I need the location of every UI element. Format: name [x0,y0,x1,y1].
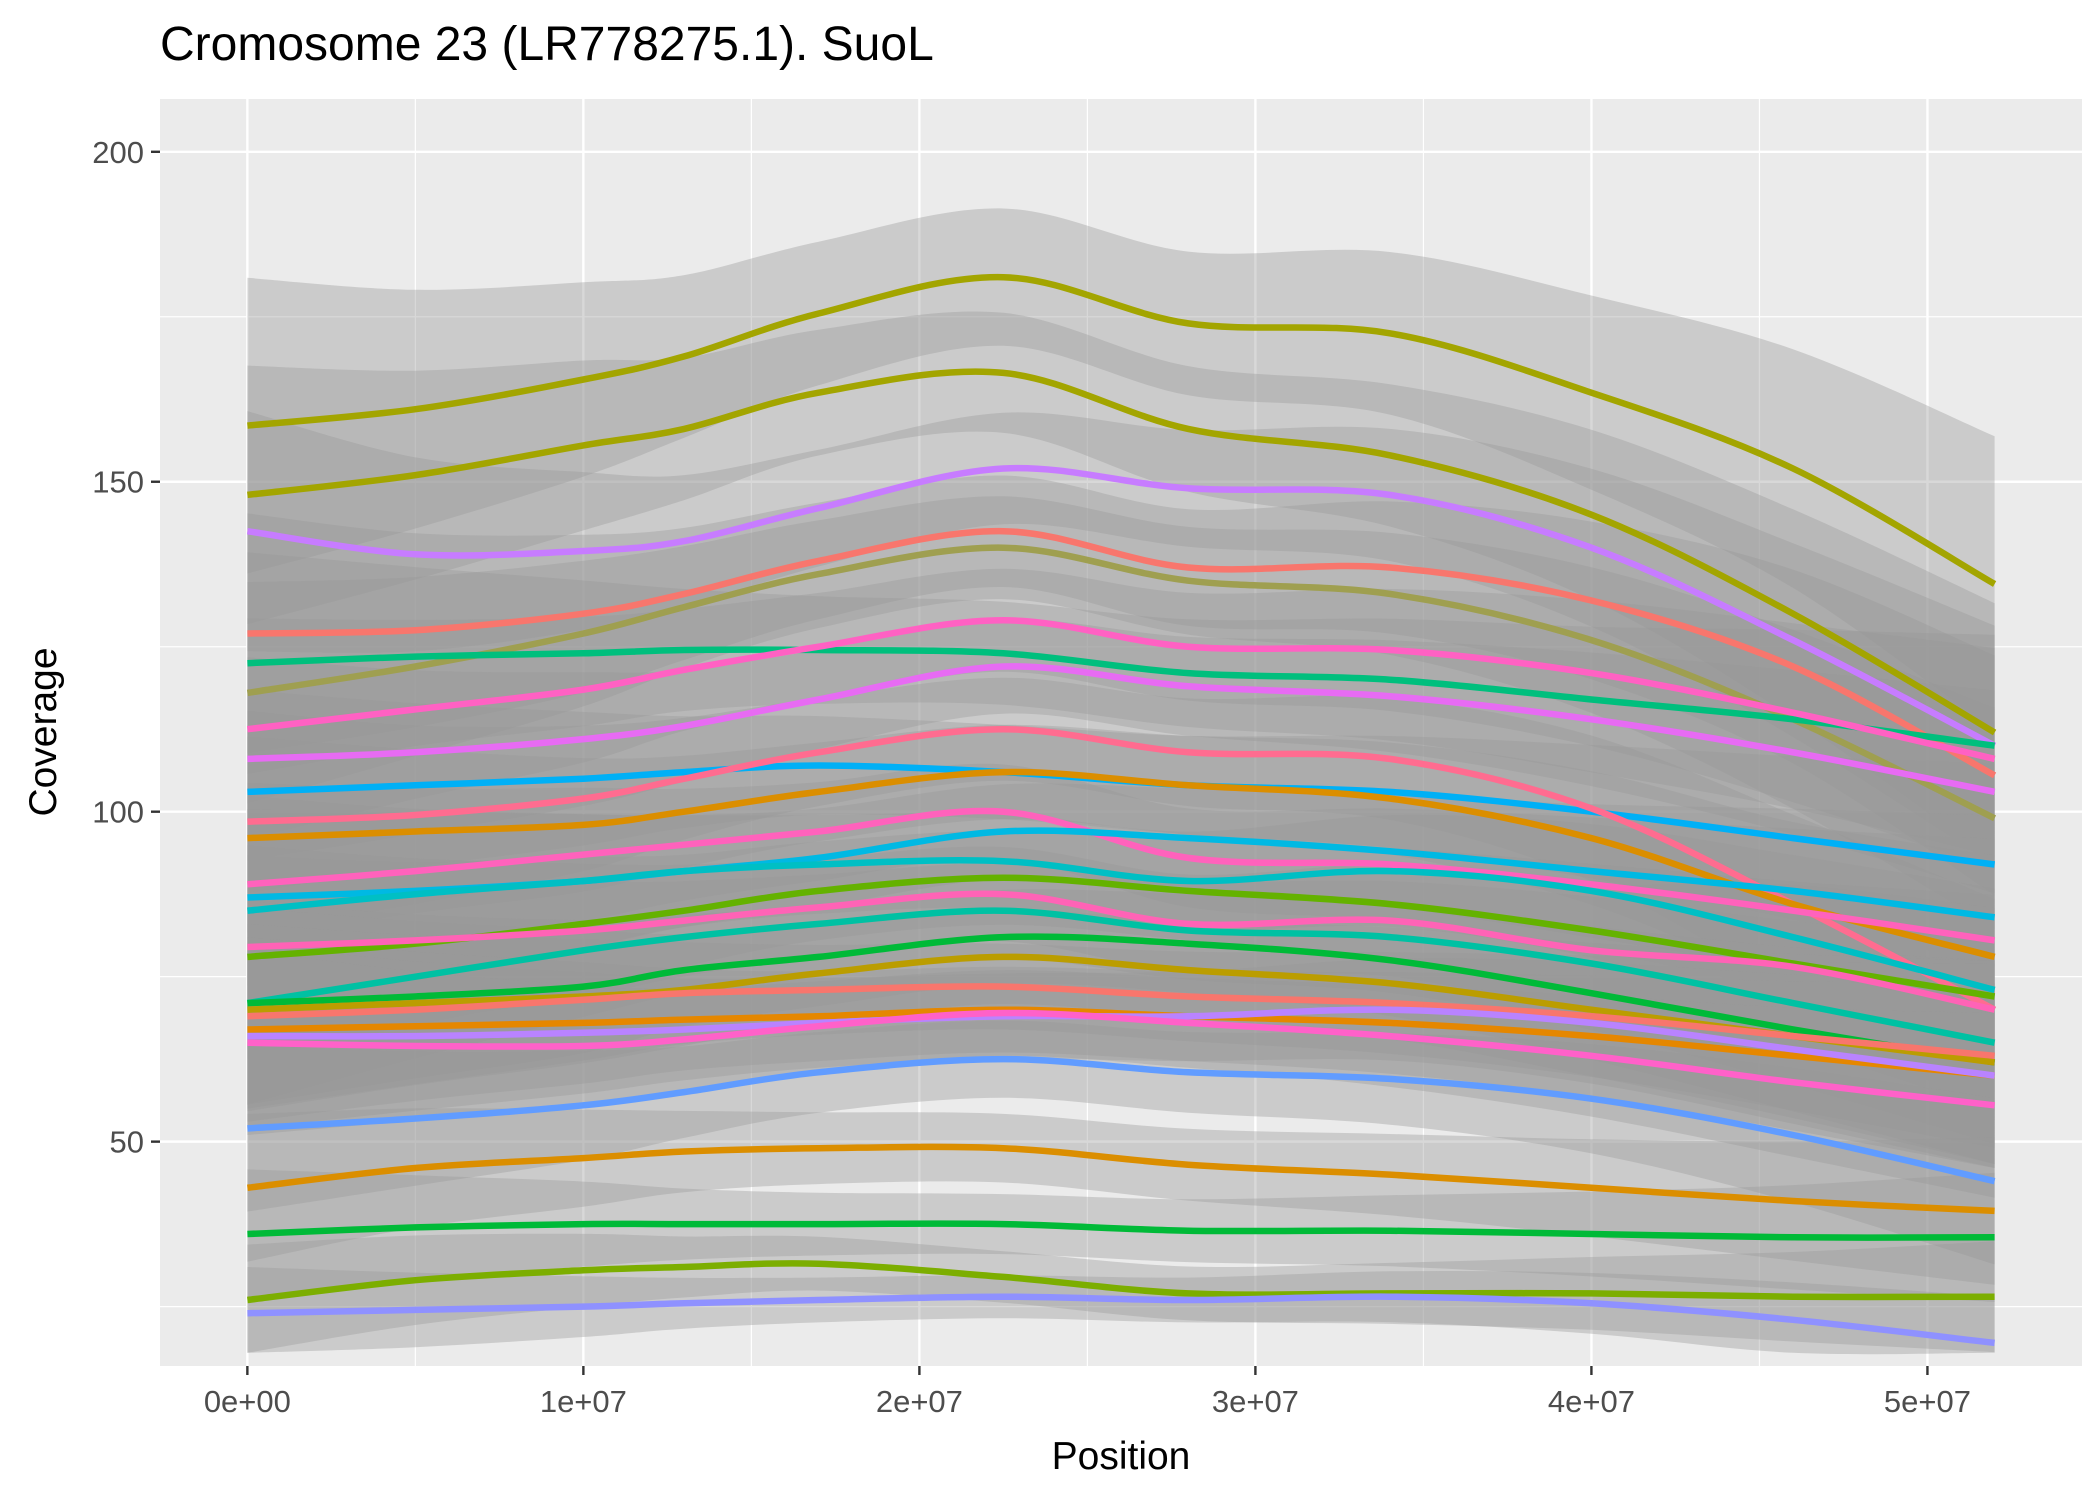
series-line [247,1260,1995,1304]
series-lines [246,273,1997,1347]
confidence-ribbon [247,208,1995,732]
series-line [247,1143,1995,1215]
series-line [246,544,1997,822]
series-line [247,1220,1995,1241]
confidence-ribbon [247,1267,1995,1355]
confidence-ribbon [247,1169,1995,1302]
confidence-ribbon [247,943,1995,1168]
confidence-ribbon [247,568,1995,870]
series-line [247,646,1996,749]
series-line [247,768,1996,961]
x-tick-label: 4e+07 [1548,1384,1635,1419]
series-line [247,874,1996,1000]
series-line [247,1009,1995,1109]
confidence-ribbon [247,763,1995,1042]
series-line [247,857,1996,994]
series-line [247,807,1996,944]
x-tick-label: 3e+07 [1212,1384,1299,1419]
series-line [247,1293,1995,1347]
plot-panel [160,99,2082,1366]
confidence-ribbon [247,677,1995,1121]
x-axis-title: Position [1052,1435,1191,1478]
series-line [247,273,1997,587]
confidence-ribbon [247,1020,1995,1265]
major-grid [160,99,2082,1366]
series-line [246,464,1997,749]
x-tick-label: 5e+07 [1884,1384,1971,1419]
chart-title: Cromosome 23 (LR778275.1). SuoL [160,18,934,71]
confidence-ribbon [247,690,1995,967]
series-line [247,933,1996,1066]
x-tick-label: 2e+07 [876,1384,963,1419]
series-line [247,1055,1996,1185]
x-tick-label: 0e+00 [204,1384,291,1419]
series-line [247,725,1997,1013]
y-tick-label: 50 [110,1125,144,1160]
y-tick-label: 200 [92,135,144,170]
confidence-ribbon [247,1233,1995,1353]
confidence-ribbon [247,475,1995,896]
confidence-ribbon [247,830,1995,1099]
series-line [247,1006,1995,1079]
x-tick-label: 1e+07 [540,1384,627,1419]
series-line [247,617,1996,763]
y-tick-label: 100 [92,795,144,830]
confidence-ribbon [247,923,1995,1149]
confidence-ribbon [247,863,1995,1145]
confidence-ribbon [247,311,1995,862]
x-axis: 0e+00 1e+07 2e+07 3e+07 4e+07 5e+07 [204,1366,1971,1419]
confidence-ribbon [247,411,1995,866]
series-line [246,907,1996,1046]
series-line [247,663,1996,796]
series-line [247,890,1996,1013]
series-line [247,527,1997,779]
y-axis: 50 100 150 200 [92,135,160,1160]
confidence-ribbon [247,619,1995,894]
series-line [247,983,1995,1060]
y-tick-label: 150 [92,465,144,500]
series-line [247,368,1997,736]
y-axis-title: Coverage [22,647,65,816]
